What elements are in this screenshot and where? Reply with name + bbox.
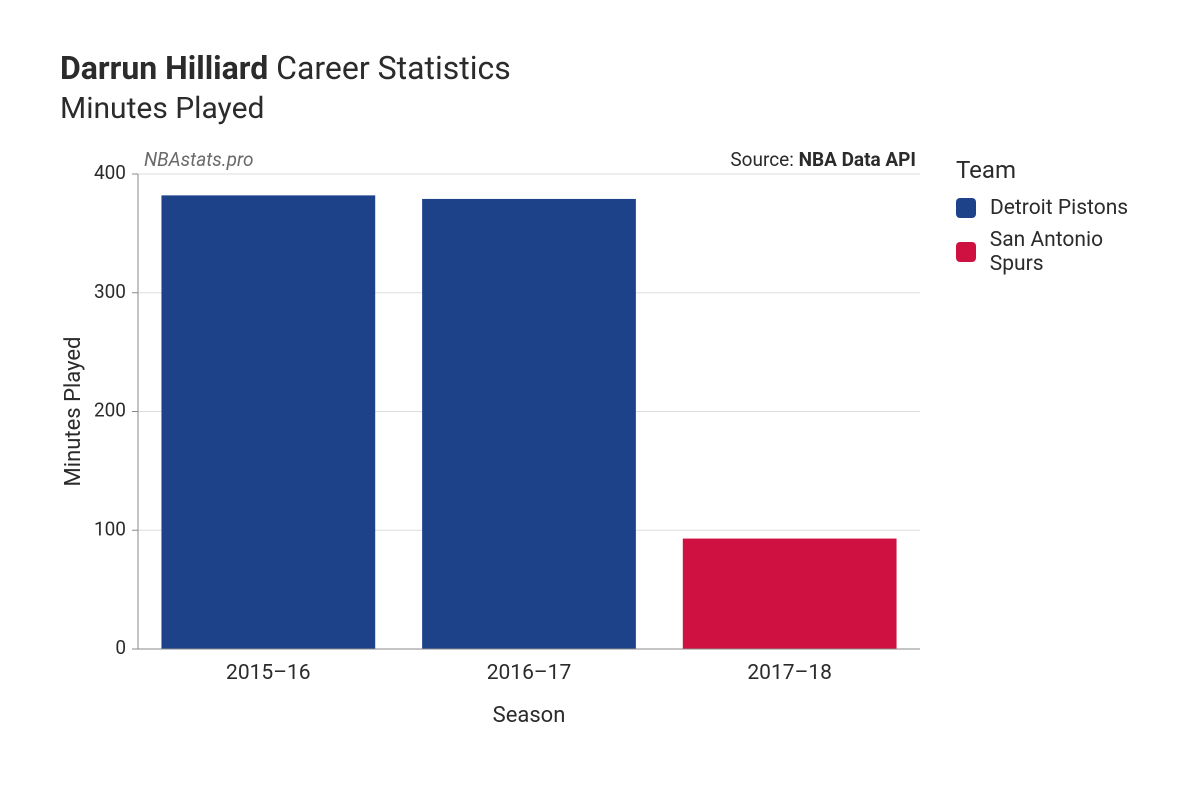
bar-chart: 0 100 200 300 400 2015–16 2016–17 2017–18 Season…	[60, 134, 930, 744]
svg-text:200: 200	[94, 398, 126, 421]
source-label: Source: NBA Data API	[730, 148, 916, 171]
bar	[422, 198, 636, 648]
svg-text:400: 400	[94, 161, 126, 184]
watermark: NBAstats.pro	[144, 148, 254, 171]
legend-item: Detroit Pistons	[956, 196, 1160, 220]
title-player-name: Darrun Hilliard	[60, 49, 268, 87]
legend-label: Detroit Pistons	[990, 196, 1128, 220]
chart-subtitle: Minutes Played	[60, 90, 1160, 128]
title-suffix: Career Statistics	[268, 49, 511, 87]
svg-text:300: 300	[94, 279, 126, 302]
legend-label: San Antonio Spurs	[990, 228, 1160, 276]
svg-text:100: 100	[94, 517, 126, 540]
y-axis-title: Minutes Played	[61, 336, 86, 486]
chart-area: 0 100 200 300 400 2015–16 2016–17 2017–18 Season…	[60, 134, 930, 744]
svg-text:0: 0	[115, 636, 126, 659]
legend: Team Detroit Pistons San Antonio Spurs	[956, 156, 1160, 284]
svg-text:2015–16: 2015–16	[226, 661, 311, 685]
legend-swatch	[956, 242, 976, 262]
legend-item: San Antonio Spurs	[956, 228, 1160, 276]
legend-swatch	[956, 198, 976, 218]
bar	[161, 195, 375, 649]
bar	[683, 538, 897, 648]
svg-text:2017–18: 2017–18	[747, 661, 832, 685]
svg-text:2016–17: 2016–17	[487, 661, 572, 685]
chart-title-line1: Darrun Hilliard Career Statistics	[60, 48, 1160, 88]
x-axis-title: Season	[493, 703, 566, 728]
chart-title-block: Darrun Hilliard Career Statistics Minute…	[60, 48, 1160, 128]
legend-title: Team	[956, 156, 1160, 184]
